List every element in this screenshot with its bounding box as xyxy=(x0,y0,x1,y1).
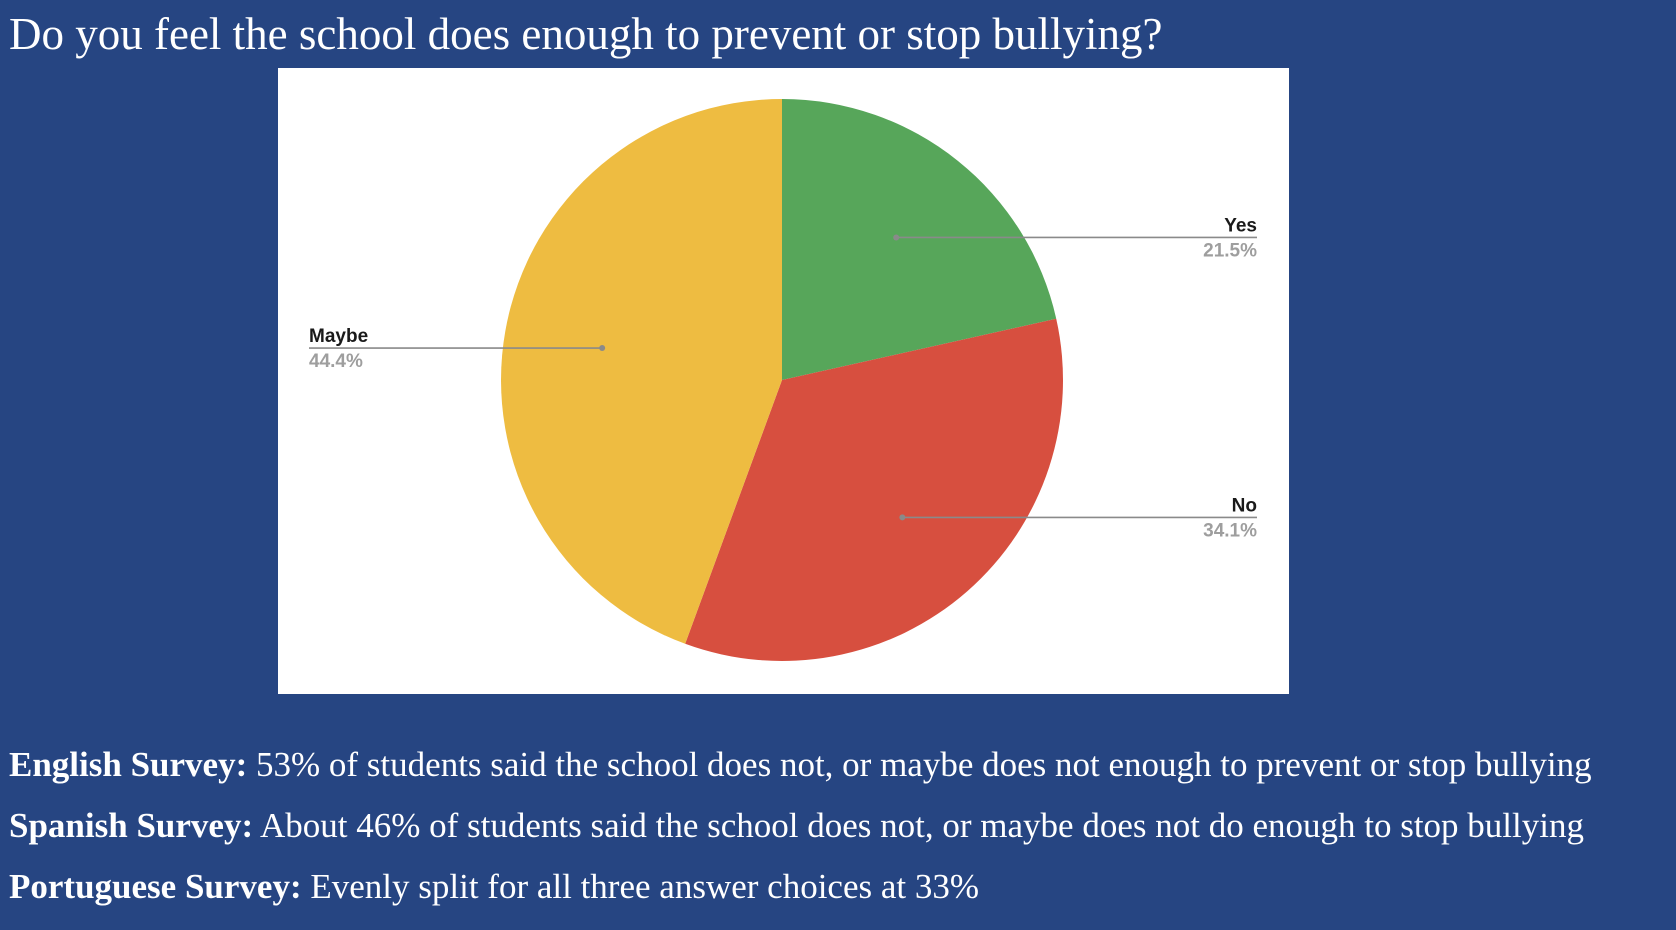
slice-label-yes: Yes xyxy=(1224,215,1257,236)
note-spanish: Spanish Survey: About 46% of students sa… xyxy=(9,795,1592,856)
note-portuguese: Portuguese Survey: Evenly split for all … xyxy=(9,856,1592,917)
pie-slice-maybe xyxy=(501,99,782,644)
note-portuguese-text: Evenly split for all three answer choice… xyxy=(301,867,980,906)
slices-layer xyxy=(501,99,1063,661)
pie-slice-yes xyxy=(782,99,1057,380)
slice-label-maybe: Maybe xyxy=(309,326,368,347)
labels-layer: Yes 21.5% No 34.1% Maybe 44.4% xyxy=(309,215,1257,541)
slice-value-maybe: 44.4% xyxy=(309,351,363,372)
slice-value-no: 34.1% xyxy=(1203,520,1257,541)
note-spanish-text: About 46% of students said the school do… xyxy=(253,806,1584,845)
note-english-text: 53% of students said the school does not… xyxy=(247,745,1592,784)
note-portuguese-heading: Portuguese Survey: xyxy=(9,867,302,906)
note-english: English Survey: 53% of students said the… xyxy=(9,734,1592,795)
slide-title: Do you feel the school does enough to pr… xyxy=(9,9,1163,59)
note-english-heading: English Survey: xyxy=(9,745,248,784)
note-spanish-heading: Spanish Survey: xyxy=(9,806,254,845)
pie-chart-card: Yes 21.5% No 34.1% Maybe 44.4% xyxy=(278,68,1289,694)
leader-dot-maybe xyxy=(599,345,606,352)
leader-lines-layer xyxy=(309,234,1257,521)
slice-label-no: No xyxy=(1232,495,1257,516)
slice-value-yes: 21.5% xyxy=(1203,240,1257,261)
survey-notes: English Survey: 53% of students said the… xyxy=(9,734,1592,917)
pie-slice-no xyxy=(685,318,1063,661)
pie-chart: Yes 21.5% No 34.1% Maybe 44.4% xyxy=(309,99,1257,661)
